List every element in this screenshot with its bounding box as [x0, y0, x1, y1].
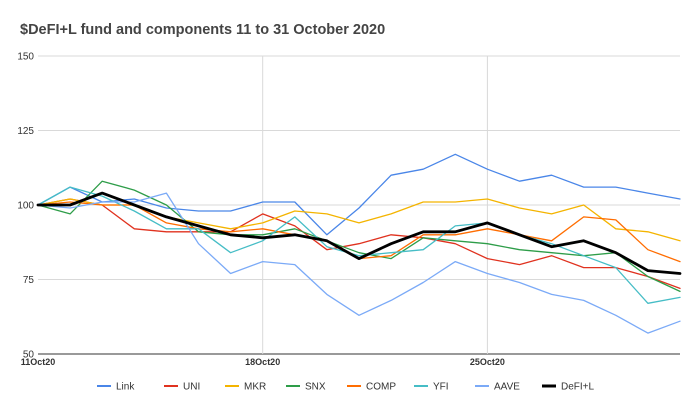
chart-title: $DeFI+L fund and components 11 to 31 Oct… [20, 22, 385, 38]
legend-label-comp: COMP [366, 382, 396, 393]
series-line-snx [37, 180, 681, 293]
grid [38, 55, 680, 355]
legend: Link UNI MKR SNX COMP YFI AAVE DeFI+L [97, 382, 595, 393]
legend-label-uni: UNI [183, 382, 200, 393]
legend-label-link: Link [116, 382, 135, 393]
x-tick-label: 18Oct20 [245, 357, 280, 367]
series-lines [36, 153, 682, 334]
legend-label-defi-l: DeFI+L [561, 382, 595, 393]
legend-label-aave: AAVE [494, 382, 520, 393]
legend-label-yfi: YFI [433, 382, 449, 393]
y-tick-label: 50 [23, 350, 35, 361]
legend-label-mkr: MKR [244, 382, 266, 393]
legend-label-snx: SNX [305, 382, 326, 393]
x-tick-label: 25Oct20 [470, 357, 505, 367]
y-tick-label: 100 [17, 201, 34, 212]
series-line-aave [37, 192, 681, 334]
series-line-link [37, 153, 681, 236]
y-axis: 50 75 100 125 150 [17, 52, 34, 361]
series-line-yfi [37, 186, 681, 304]
series-line-defi-l [36, 191, 682, 275]
series-line-uni [37, 198, 681, 290]
x-tick-label: 11Oct20 [21, 357, 56, 367]
y-tick-label: 150 [17, 52, 34, 63]
y-tick-label: 125 [17, 126, 34, 137]
y-tick-label: 75 [23, 275, 35, 286]
x-axis: 11Oct20 18Oct20 25Oct20 [21, 357, 505, 367]
